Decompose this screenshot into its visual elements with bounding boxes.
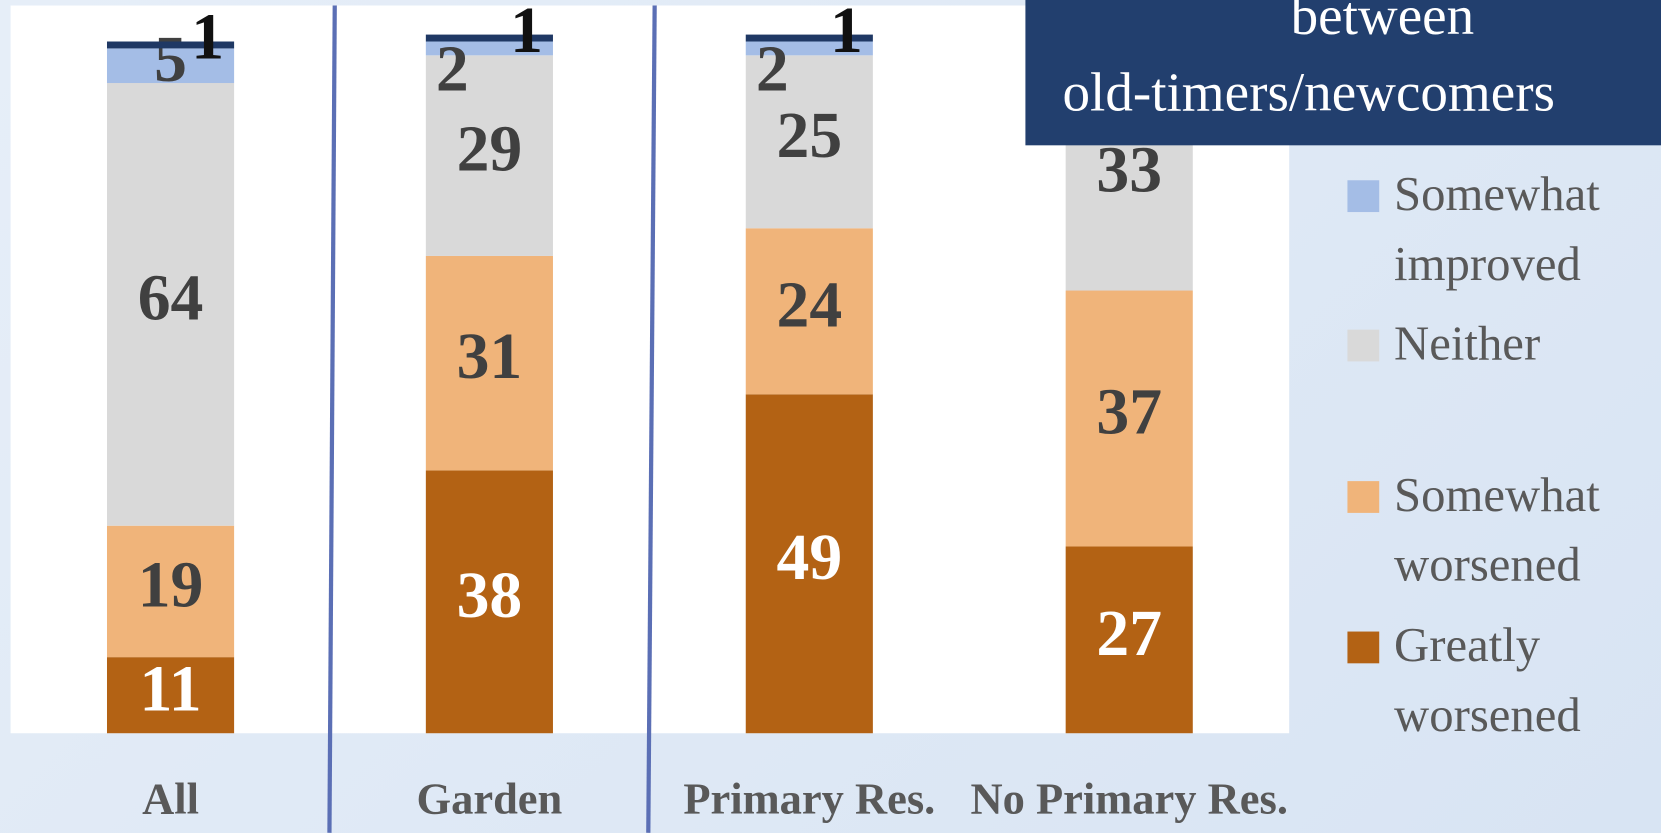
value-label: 38 (457, 559, 523, 632)
value-label: 2 (756, 32, 789, 105)
legend-label: Neither (1394, 315, 1541, 370)
value-label: 33 (1096, 133, 1162, 206)
value-label: 2 (436, 32, 469, 105)
legend-entry: Somewhat improved (1394, 166, 1600, 291)
bar-segment (106, 41, 235, 49)
value-label: 11 (140, 652, 202, 725)
title-background (1025, 0, 1661, 146)
value-label: 27 (1096, 597, 1162, 670)
value-label: 29 (457, 113, 523, 186)
value-label: 19 (138, 549, 204, 622)
legend-entry: Greatly worsened (1394, 617, 1581, 742)
title-box: between old-timers/newcomers (1025, 0, 1661, 146)
legend-label: Greatly worsened (1394, 617, 1581, 742)
value-label: 1 (830, 0, 863, 67)
bar-segment (1065, 290, 1193, 547)
value-label: 5 (154, 23, 187, 96)
legend-swatch (1347, 329, 1380, 362)
legend-swatch (1347, 481, 1380, 513)
legend-swatch (1347, 180, 1380, 213)
bar-segment (1065, 546, 1193, 734)
chart-title: between (1291, 0, 1475, 46)
legend-label: Somewhat improved (1394, 166, 1600, 291)
value-label: 1 (191, 1, 224, 74)
value-label: 49 (776, 521, 842, 594)
bar-segment (745, 228, 873, 395)
value-label: 1 (510, 0, 543, 67)
bar-segment (425, 255, 553, 471)
x-tick-label: Primary Res. (683, 773, 935, 823)
bar-segment (425, 55, 553, 256)
legend-entry: Neither (1394, 315, 1541, 370)
legend-entry: Somewhat worsened (1394, 467, 1600, 592)
value-label: 25 (776, 99, 842, 172)
bar-segment (745, 394, 873, 734)
chart-title: old-timers/newcomers (1062, 61, 1555, 122)
bar-segment (425, 470, 553, 734)
bar-segment (106, 657, 235, 734)
x-tick-label: No Primary Res. (970, 773, 1287, 823)
bar-segment (425, 34, 553, 42)
x-tick-label: All (142, 773, 199, 823)
value-label: 37 (1096, 376, 1162, 449)
bar-segment (106, 48, 235, 84)
divider (327, 5, 337, 833)
legend-swatch (1347, 631, 1380, 664)
bar-segment (106, 525, 235, 658)
bar-segment (745, 34, 873, 42)
bar-segment (106, 83, 235, 526)
bar-segment (425, 41, 553, 56)
value-label: 24 (776, 268, 842, 341)
legend-label: Somewhat worsened (1394, 467, 1600, 592)
bar-segment (745, 41, 873, 56)
value-label: 64 (138, 261, 204, 334)
value-label: 31 (457, 320, 523, 393)
divider (646, 5, 657, 833)
x-tick-label: Garden (416, 773, 562, 823)
bar-segment (745, 55, 873, 229)
